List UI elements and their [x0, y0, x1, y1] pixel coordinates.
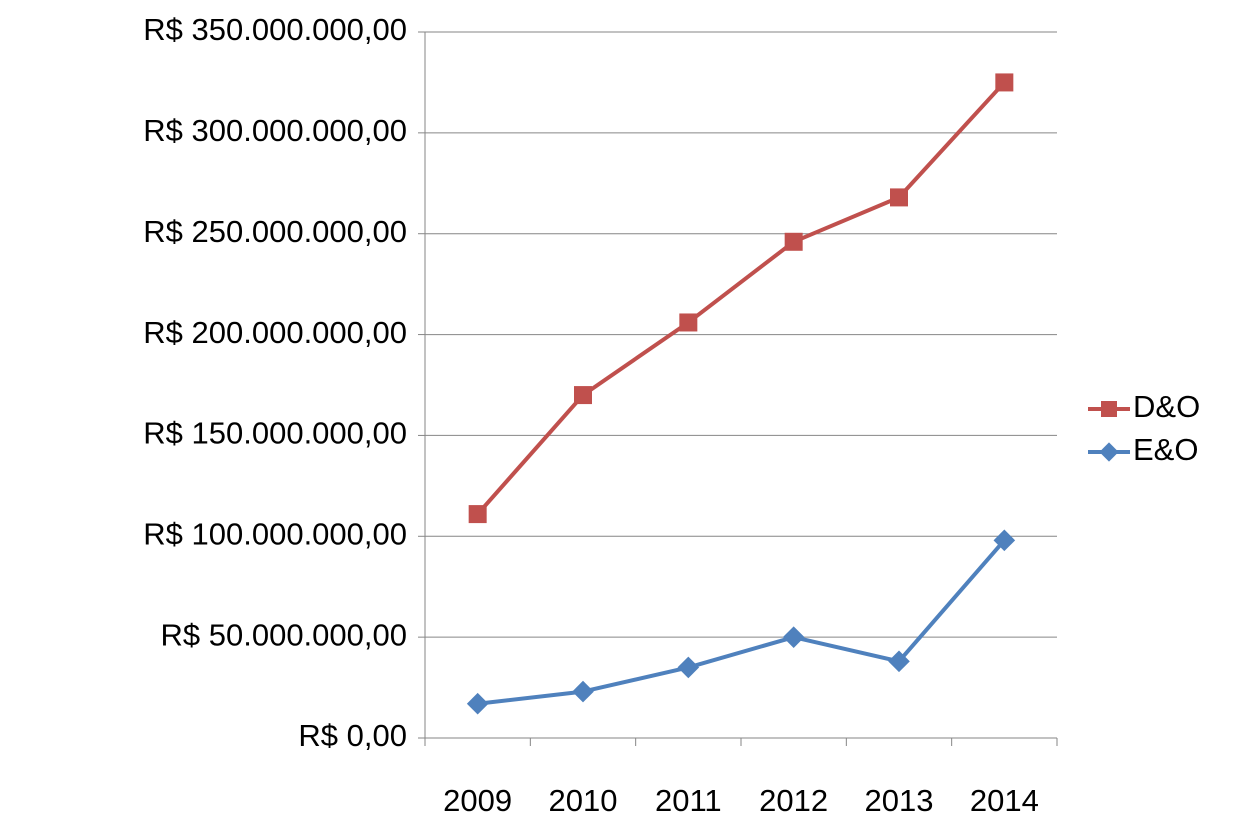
y-tick-label: R$ 350.000.000,00 — [143, 12, 407, 47]
marker — [888, 650, 910, 673]
x-tick-label: 2014 — [970, 783, 1039, 817]
marker — [784, 232, 803, 251]
marker — [679, 313, 698, 332]
x-tick-label: 2009 — [443, 783, 512, 817]
x-tick-label: 2013 — [865, 783, 934, 817]
marker — [574, 386, 592, 405]
y-tick-label: R$ 200.000.000,00 — [143, 315, 407, 350]
line — [476, 81, 1006, 516]
marker — [993, 529, 1016, 552]
x-tick-label: 2011 — [655, 783, 722, 817]
x-tick-label: 2012 — [759, 783, 828, 817]
marker — [1101, 401, 1117, 417]
y-tick-label: R$ 300.000.000,00 — [143, 113, 407, 148]
x-tick-label: 2010 — [549, 783, 618, 817]
marker — [677, 656, 700, 679]
marker — [995, 73, 1014, 92]
y-tick-label: R$ 50.000.000,00 — [161, 617, 408, 652]
marker — [1099, 442, 1119, 462]
y-tick-label: R$ 0,00 — [298, 718, 407, 753]
marker — [468, 505, 487, 524]
marker — [890, 188, 908, 207]
marker — [782, 626, 805, 648]
legend-label: E&O — [1133, 432, 1198, 467]
y-tick-label: R$ 150.000.000,00 — [143, 416, 407, 451]
marker — [572, 680, 594, 703]
y-tick-label: R$ 250.000.000,00 — [143, 214, 407, 249]
marker — [466, 692, 489, 715]
y-tick-label: R$ 100.000.000,00 — [143, 516, 407, 551]
legend-label: D&O — [1133, 389, 1200, 424]
line — [477, 539, 1006, 706]
